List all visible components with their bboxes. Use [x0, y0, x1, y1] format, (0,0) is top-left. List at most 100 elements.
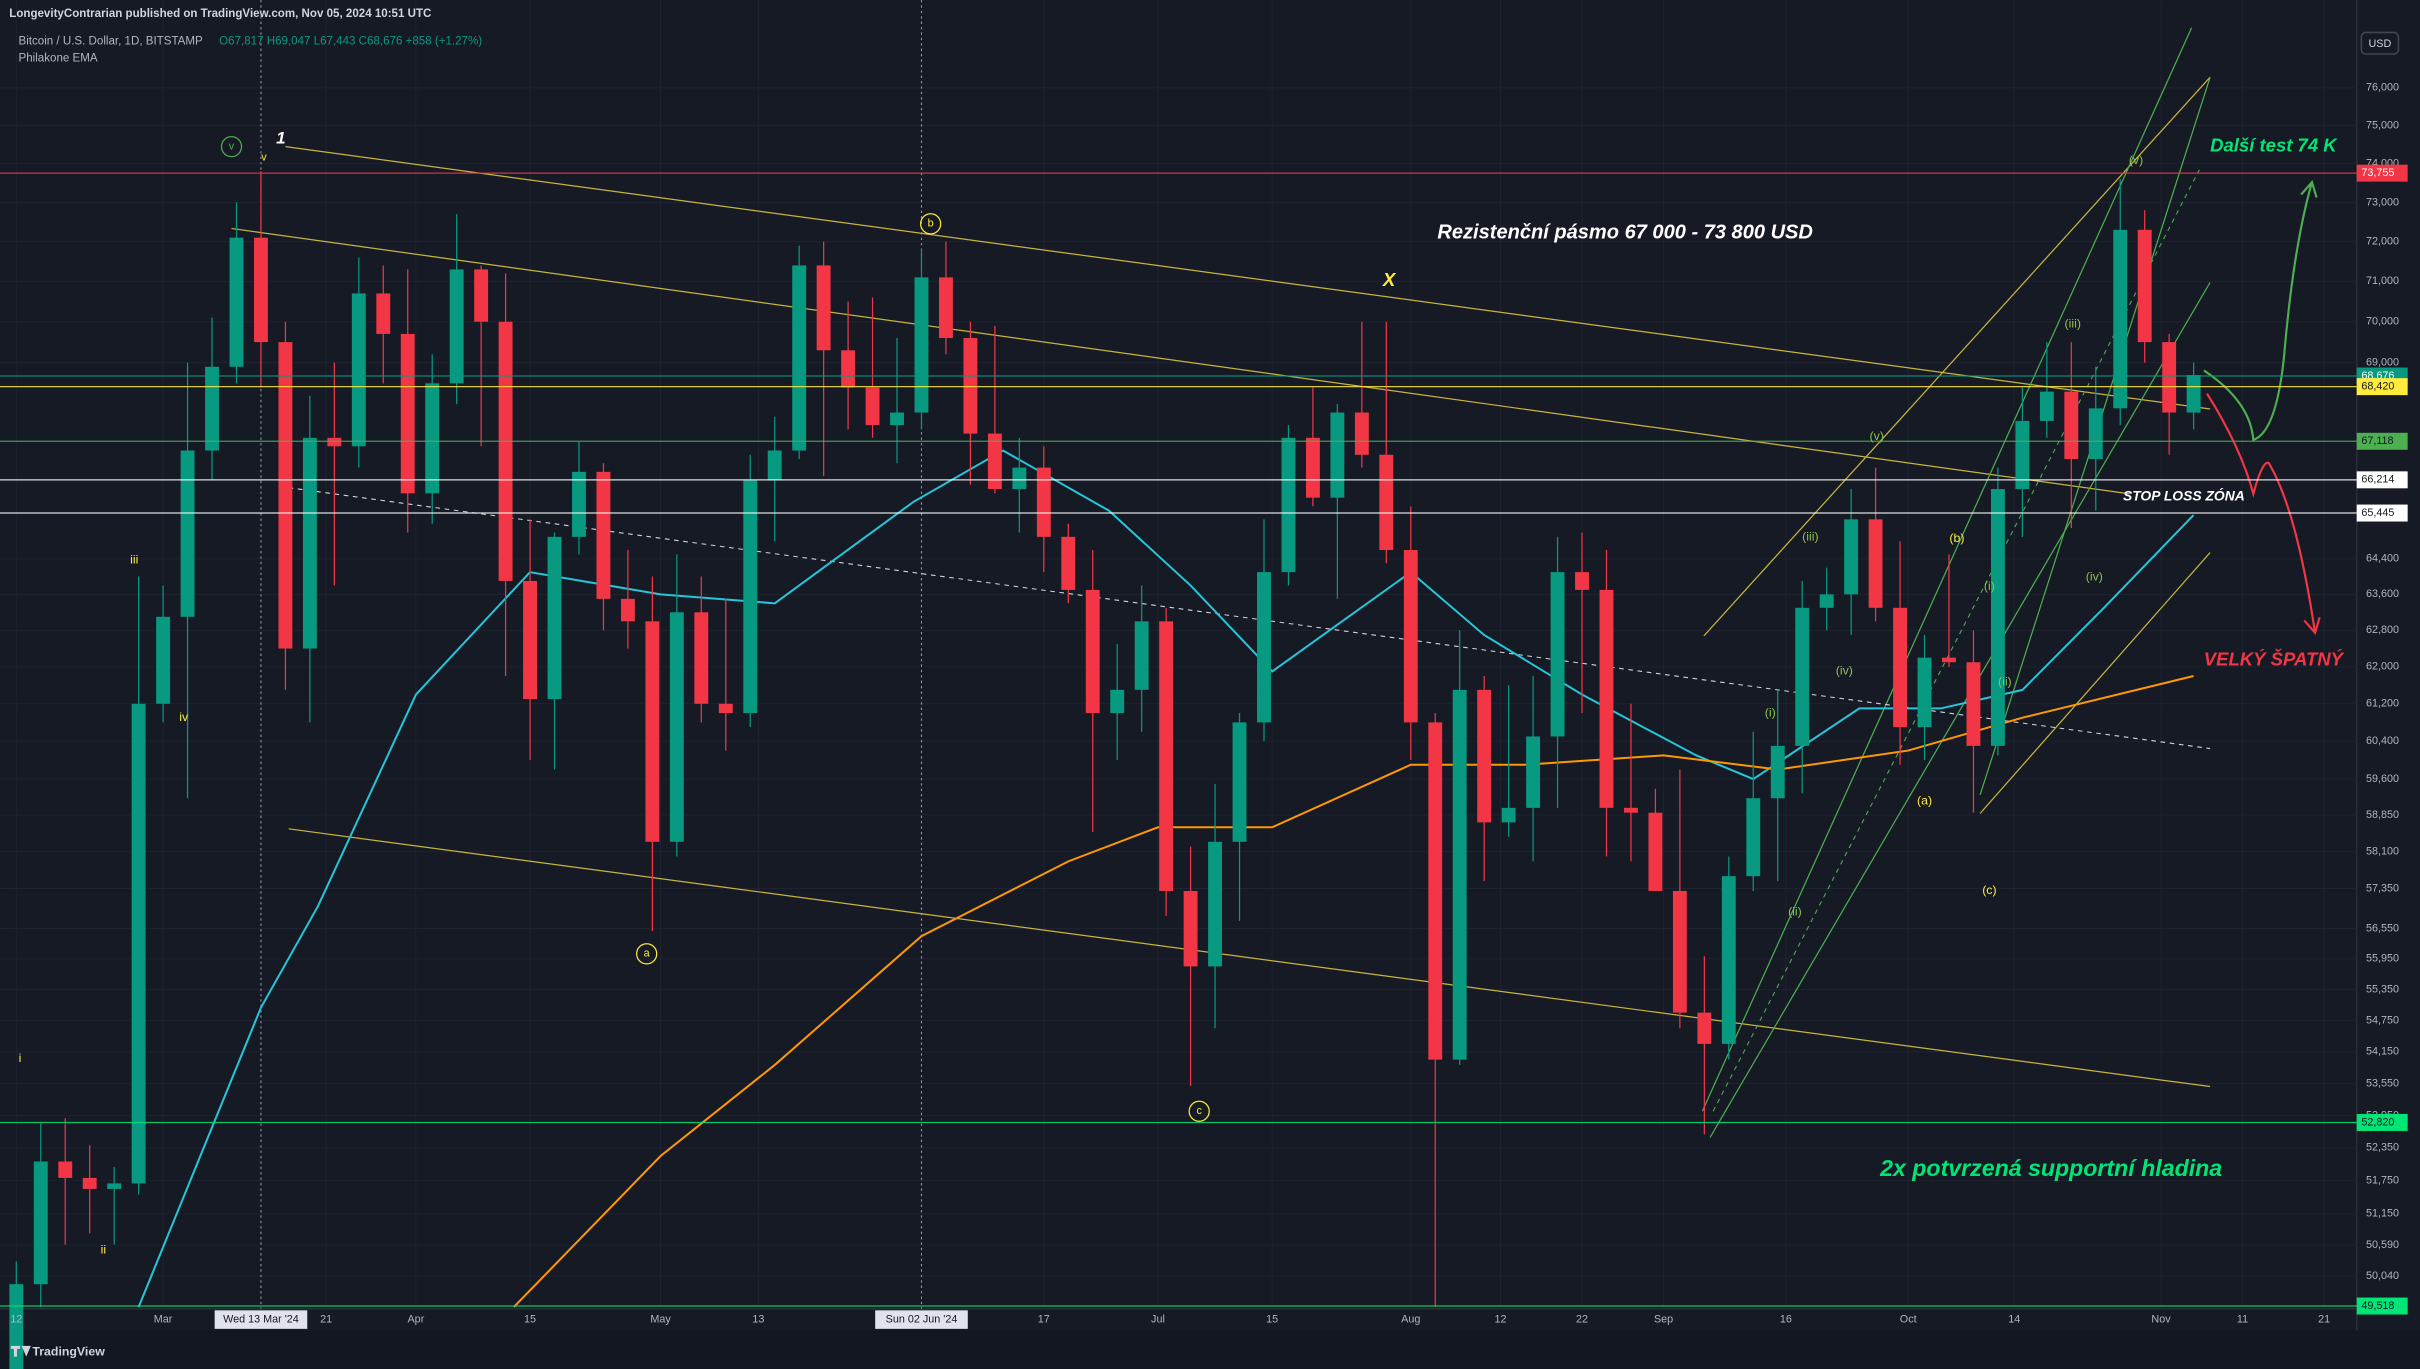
x-tick-label: Apr — [407, 1313, 424, 1325]
plot-area — [0, 0, 2357, 1369]
price-level-label: 73,755 — [2361, 167, 2394, 179]
candle-body — [229, 237, 244, 367]
candle-body — [865, 387, 880, 426]
annotation: Rezistenční pásmo 67 000 - 73 800 USD — [1437, 221, 1813, 243]
price-level-label: 65,445 — [2361, 507, 2394, 519]
y-tick-label: 61,200 — [2366, 698, 2399, 710]
y-tick-label: 71,000 — [2366, 275, 2399, 287]
annotation-circle — [636, 943, 658, 965]
y-tick-label: 51,150 — [2366, 1208, 2399, 1220]
trend-line — [1701, 27, 2193, 1112]
price-level-box — [2356, 1297, 2408, 1315]
candle-body — [1281, 437, 1296, 573]
candle-body — [1428, 722, 1443, 1060]
x-tick-label: May — [650, 1313, 671, 1325]
annotation: (v) — [2129, 153, 2143, 167]
candle-body — [33, 1161, 48, 1285]
y-tick-label: 51,750 — [2366, 1175, 2399, 1187]
candle-body — [180, 450, 195, 617]
candle-body — [2137, 229, 2152, 343]
x-tick-label: Sep — [1654, 1313, 1673, 1325]
y-tick-label: 55,350 — [2366, 983, 2399, 995]
candle-body — [1624, 807, 1638, 813]
candle-body — [914, 277, 929, 413]
candle-body — [1599, 589, 1614, 808]
ohlc-values: O67,817 H69,047 L67,443 C68,676 +858 (+1… — [219, 36, 482, 48]
annotation: 1 — [276, 128, 285, 147]
candle-body — [2186, 375, 2201, 413]
trend-line — [1703, 76, 2211, 637]
candle-body — [1746, 798, 1761, 877]
candle-body — [1550, 572, 1565, 737]
candle-body — [694, 612, 709, 704]
candle-body — [1232, 722, 1247, 842]
candle-body — [2015, 420, 2030, 490]
candle-body — [400, 333, 415, 494]
candle-body — [669, 612, 684, 842]
candle-body — [1893, 607, 1908, 728]
candle-body — [596, 471, 611, 599]
brand: TradingView — [32, 1344, 105, 1358]
candle-body — [1795, 607, 1810, 746]
candle-body — [1085, 589, 1100, 714]
candle-body — [1917, 657, 1932, 728]
candle-body — [1477, 689, 1492, 823]
candle-body — [718, 703, 733, 714]
x-tick-label: Jul — [1151, 1313, 1165, 1325]
y-tick-label: 69,000 — [2366, 356, 2399, 368]
candle-body — [82, 1177, 97, 1189]
candle-body — [1942, 657, 1956, 663]
candle-body — [1183, 890, 1198, 967]
candle-body — [1159, 621, 1174, 891]
candle-body — [890, 412, 904, 426]
candle-body — [302, 437, 317, 649]
x-tick-label: 16 — [1780, 1313, 1792, 1325]
y-tick-label: 72,000 — [2366, 235, 2399, 247]
footer-bar — [0, 1330, 2420, 1369]
candle-body — [1697, 1012, 1712, 1044]
annotation: (i) — [1765, 705, 1776, 719]
candle-body — [987, 433, 1002, 490]
candle-body — [1354, 412, 1369, 455]
candle-body — [1990, 489, 2005, 746]
candle-body — [425, 383, 440, 494]
candle-body — [2064, 391, 2079, 460]
annotation: (iv) — [1836, 664, 1853, 678]
candle-body — [1257, 572, 1271, 723]
candle-body — [1575, 572, 1589, 590]
crosshair-label-bg — [214, 1310, 308, 1329]
crosshair-label: Sun 02 Jun '24 — [886, 1313, 958, 1325]
candle-body — [1061, 536, 1076, 590]
annotation: (a) — [1917, 793, 1932, 807]
candle-body — [376, 293, 391, 334]
candle-body — [205, 366, 219, 451]
x-tick-label: 21 — [320, 1313, 332, 1325]
candle-body — [107, 1183, 122, 1189]
x-tick-label: 15 — [1266, 1313, 1278, 1325]
annotation: (i) — [1984, 579, 1995, 593]
price-level-label: 52,820 — [2361, 1116, 2394, 1128]
price-level-label: 66,214 — [2361, 474, 2394, 486]
y-tick-label: 55,950 — [2366, 953, 2399, 965]
candle-body — [841, 350, 856, 388]
y-tick-label: 57,350 — [2366, 882, 2399, 894]
x-tick-label: 12 — [1494, 1313, 1506, 1325]
candle-body — [547, 536, 562, 700]
x-tick-label: 22 — [1576, 1313, 1588, 1325]
candle-body — [743, 480, 758, 714]
trend-line — [1709, 282, 2211, 1138]
annotation: Další test 74 K — [2210, 135, 2338, 156]
annotation: X — [1382, 269, 1397, 290]
annotation: ii — [101, 1242, 106, 1256]
candle-body — [58, 1161, 73, 1178]
currency-box[interactable] — [2360, 31, 2400, 55]
x-tick-label: 14 — [2008, 1313, 2020, 1325]
x-tick-label: Oct — [1900, 1313, 1917, 1325]
ema-line — [513, 675, 2194, 1308]
currency[interactable]: USD — [2368, 38, 2391, 50]
candle-body — [1036, 467, 1051, 537]
trend-line — [1979, 552, 2211, 814]
price-level-box — [2356, 164, 2408, 182]
